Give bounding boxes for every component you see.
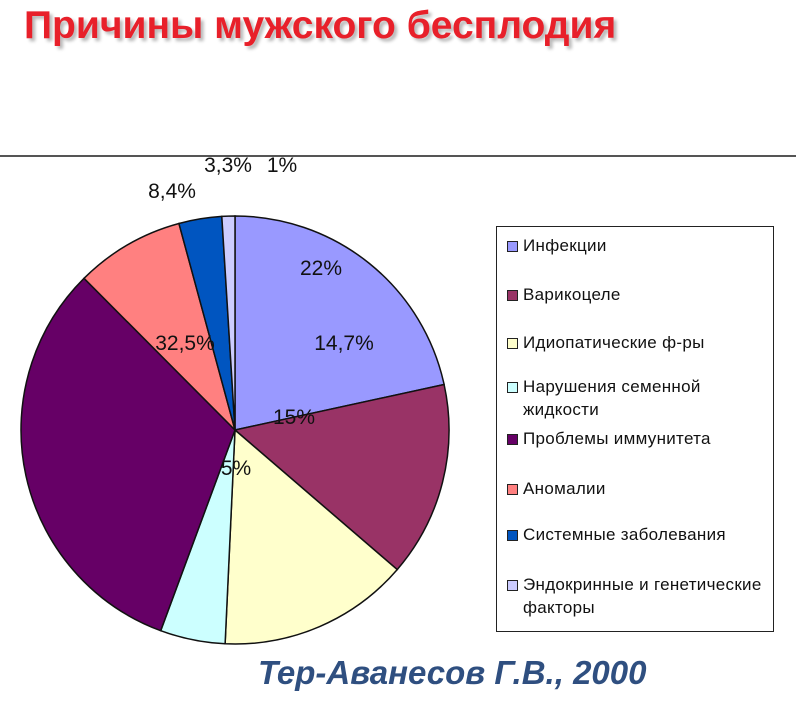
data-label-2: 15% (273, 406, 315, 429)
source-citation: Тер-Аванесов Г.В., 2000 (258, 654, 647, 691)
legend-swatch (507, 530, 518, 541)
pie-slice-2 (233, 383, 450, 571)
legend-label: Варикоцеле (523, 285, 621, 304)
data-label-3: 14,7% (314, 332, 374, 355)
data-label-4: 5% (221, 457, 251, 480)
pie-slice-1 (234, 215, 446, 431)
legend-item-1: Инфекции (507, 234, 769, 257)
legend-swatch (507, 290, 518, 301)
legend-item-3: Идиопатические ф-ры (507, 331, 769, 354)
legend-label: Проблемы иммунитета (523, 429, 711, 448)
legend-swatch (507, 434, 518, 445)
divider (0, 155, 796, 157)
legend-label: Эндокринные и генетические факторы (523, 575, 762, 617)
legend-item-6: Аномалии (507, 477, 769, 500)
legend-swatch (507, 241, 518, 252)
legend-swatch (507, 580, 518, 591)
legend-item-7: Системные заболевания (507, 523, 769, 546)
data-label-7: 3,3% (204, 154, 252, 177)
legend-item-5: Проблемы иммунитета (507, 427, 769, 450)
pie-slice-3 (224, 428, 399, 645)
pie-slice-5 (20, 277, 236, 632)
legend-item-8: Эндокринные и генетические факторы (507, 573, 769, 619)
data-label-1: 22% (300, 257, 342, 280)
legend-swatch (507, 484, 518, 495)
legend-label: Инфекции (523, 236, 607, 255)
legend-label: Идиопатические ф-ры (523, 333, 705, 352)
page-title: Причины мужского бесплодия (24, 4, 617, 47)
data-label-8: 1% (267, 154, 297, 177)
legend-label: Аномалии (523, 479, 606, 498)
data-label-6: 8,4% (148, 180, 196, 203)
legend-label: Нарушения семенной жидкости (523, 377, 701, 419)
chart-legend: Инфекции Варикоцеле Идиопатические ф-ры Нар… (496, 226, 774, 632)
legend-label: Системные заболевания (523, 525, 726, 544)
pie-slice-8 (221, 215, 236, 431)
pie-slice-6 (82, 222, 237, 433)
data-label-5: 32,5% (155, 332, 215, 355)
legend-swatch (507, 338, 518, 349)
legend-item-2: Варикоцеле (507, 283, 769, 306)
legend-swatch (507, 382, 518, 393)
legend-item-4: Нарушения семенной жидкости (507, 375, 769, 421)
